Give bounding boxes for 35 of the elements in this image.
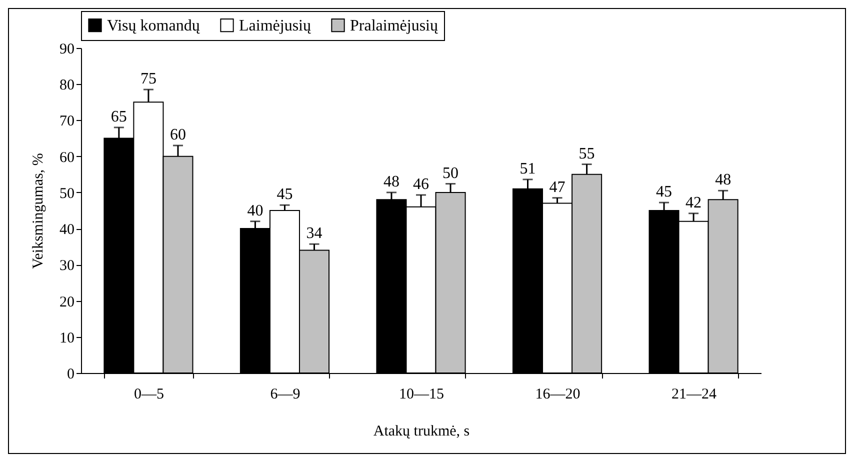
y-tick-label: 30 bbox=[60, 258, 74, 274]
data-label: 40 bbox=[247, 202, 264, 220]
x-tick-label: 16—20 bbox=[535, 386, 580, 402]
data-label: 65 bbox=[110, 108, 127, 126]
data-label: 47 bbox=[549, 178, 566, 196]
y-tick-label: 50 bbox=[60, 186, 74, 202]
data-label: 48 bbox=[715, 172, 732, 189]
y-tick-label: 80 bbox=[60, 78, 74, 94]
x-tick-label: 6—9 bbox=[270, 386, 300, 402]
data-label: 51 bbox=[520, 160, 536, 178]
y-tick-label: 60 bbox=[60, 150, 74, 166]
data-label: 50 bbox=[442, 164, 459, 182]
legend-label: Pralaimėjusių bbox=[350, 17, 439, 34]
data-label: 42 bbox=[686, 194, 702, 212]
data-label: 60 bbox=[170, 126, 186, 144]
y-tick-label: 10 bbox=[60, 330, 74, 346]
data-label: 48 bbox=[383, 173, 400, 190]
y-tick-label: 90 bbox=[60, 42, 74, 58]
y-axis-title: Veiksmingumas, % bbox=[30, 153, 46, 269]
y-tick-label: 20 bbox=[60, 294, 74, 310]
data-label: 55 bbox=[578, 145, 595, 162]
data-label: 45 bbox=[656, 184, 672, 201]
legend-label: Laimėjusių bbox=[239, 17, 312, 34]
data-label: 75 bbox=[140, 70, 156, 88]
data-label: 45 bbox=[276, 186, 293, 204]
x-tick-label: 0—5 bbox=[134, 386, 164, 402]
legend-label: Visų komandų bbox=[107, 17, 201, 34]
x-tick-label: 21—24 bbox=[672, 386, 718, 402]
x-axis-title: Atakų trukmė, s bbox=[373, 424, 470, 440]
data-label: 46 bbox=[413, 176, 429, 193]
y-tick-label: 40 bbox=[60, 222, 74, 238]
y-tick-label: 0 bbox=[67, 366, 74, 382]
y-tick-label: 70 bbox=[60, 114, 74, 130]
x-tick-label: 10—15 bbox=[399, 386, 444, 402]
data-label: 34 bbox=[306, 225, 322, 242]
